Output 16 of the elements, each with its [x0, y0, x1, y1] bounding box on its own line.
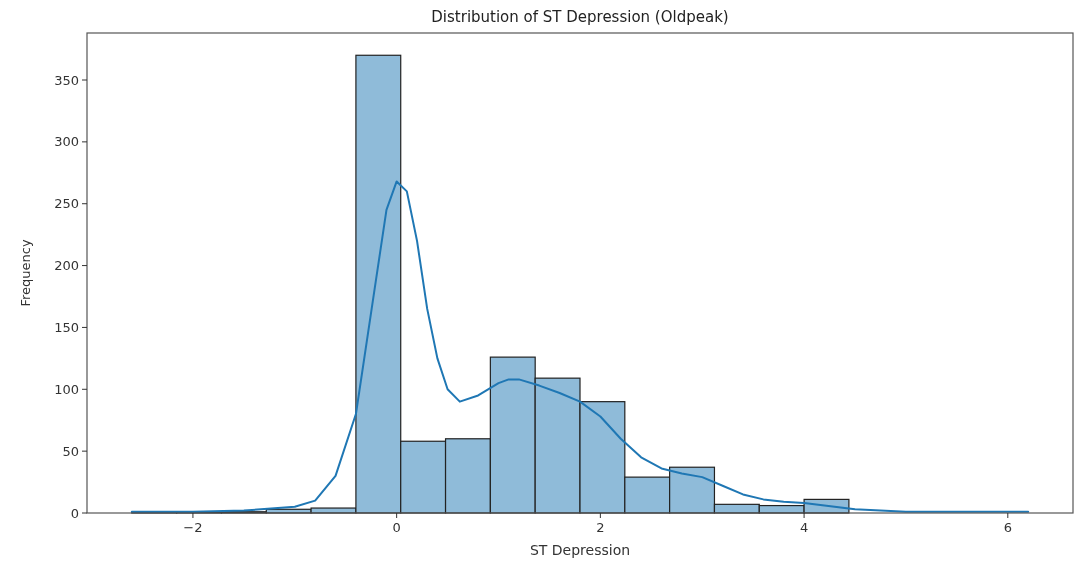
x-tick-label: 4: [799, 520, 809, 535]
x-tick-label: 0: [392, 520, 401, 535]
y-tick-label: 150: [54, 319, 79, 335]
y-tick-label: 50: [62, 443, 79, 459]
y-tick-label: 0: [70, 505, 79, 521]
y-tick-label: 100: [54, 381, 79, 397]
y-tick-label: 350: [54, 72, 79, 88]
x-tick-label: 2: [596, 520, 605, 535]
x-axis-title: ST Depression: [529, 542, 631, 558]
y-tick-label: 200: [54, 258, 79, 274]
y-tick-label: 300: [54, 134, 79, 150]
x-tick-label: 6: [1003, 520, 1012, 535]
x-tick-label: −2: [183, 520, 203, 535]
y-axis-title: Frequency: [18, 239, 33, 307]
chart-title: Distribution of ST Depression (Oldpeak): [431, 8, 729, 26]
y-tick-label: 250: [54, 196, 79, 212]
